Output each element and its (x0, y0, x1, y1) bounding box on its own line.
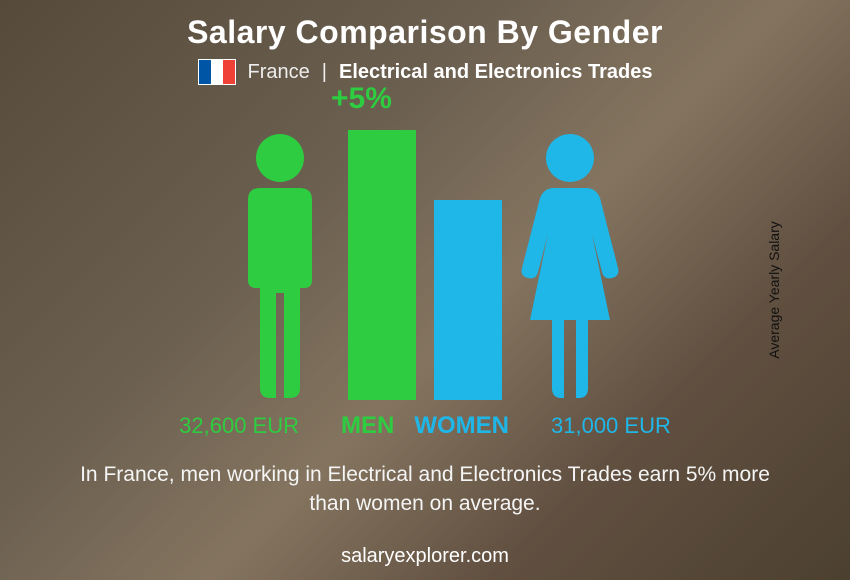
flag-stripe-blue (199, 60, 211, 84)
footer-source: salaryexplorer.com (0, 545, 850, 568)
chart-area: +5% 32,600 EUR MEN WOMEN 31,000 EUR (0, 100, 850, 440)
flag-stripe-white (211, 60, 223, 84)
labels-row: 32,600 EUR MEN WOMEN 31,000 EUR (0, 412, 850, 440)
y-axis-label: Average Yearly Salary (765, 221, 781, 359)
france-flag-icon (198, 59, 236, 85)
woman-icon (520, 130, 620, 400)
subtitle-separator: | (322, 61, 327, 84)
man-icon (230, 130, 330, 400)
subtitle-category: Electrical and Electronics Trades (339, 61, 652, 84)
subtitle-country: France (248, 61, 310, 84)
men-salary: 32,600 EUR (179, 413, 299, 439)
men-label: MEN (341, 412, 394, 440)
women-salary: 31,000 EUR (551, 413, 671, 439)
subtitle-row: France | Electrical and Electronics Trad… (0, 59, 850, 85)
bar-men (348, 130, 416, 400)
page-title: Salary Comparison By Gender (0, 0, 850, 51)
bar-women (434, 200, 502, 400)
flag-stripe-red (223, 60, 235, 84)
description-text: In France, men working in Electrical and… (0, 461, 850, 518)
chart-row (0, 100, 850, 400)
women-label: WOMEN (414, 412, 509, 440)
